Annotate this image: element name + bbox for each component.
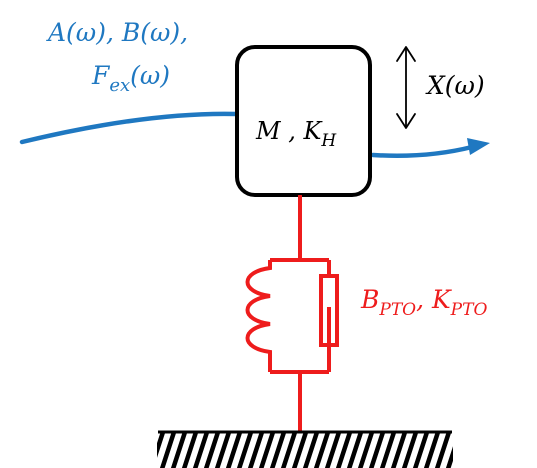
- hatch-line: [247, 432, 265, 468]
- hatch-line: [159, 432, 177, 468]
- hatch-line: [335, 432, 353, 468]
- hydro-coefficients-label: A(ω), B(ω),: [46, 18, 188, 47]
- hatch-line: [412, 432, 430, 468]
- hatch-line: [357, 432, 375, 468]
- hatch-line: [291, 432, 309, 468]
- hatch-line: [170, 432, 188, 468]
- pto-label: BPTO, KPTO: [360, 285, 487, 320]
- mass-label: M , KH: [255, 117, 337, 151]
- hatch-line: [401, 432, 419, 468]
- motion-arrow-icon: [396, 46, 416, 129]
- hatch-line: [302, 432, 320, 468]
- outgoing-wave-line: [370, 144, 475, 158]
- hatch-line: [157, 432, 166, 458]
- hatch-line: [192, 432, 210, 468]
- hatch-line: [313, 432, 331, 468]
- hatch-line: [214, 432, 232, 468]
- hatch-line: [368, 432, 386, 468]
- incident-wave-line: [19, 111, 240, 145]
- hatch-line: [423, 432, 441, 468]
- spring-icon: [245, 260, 272, 372]
- hatch-line: [390, 432, 408, 468]
- hatch-line: [445, 446, 453, 468]
- hatch-line: [181, 432, 199, 468]
- hatch-line: [280, 432, 298, 468]
- hatch-line: [269, 432, 287, 468]
- pto-assembly: [245, 195, 339, 432]
- excitation-force-label: Fex(ω): [91, 61, 170, 96]
- wave-arrow-head-icon: [467, 138, 490, 155]
- motion-label: X(ω): [425, 71, 485, 100]
- hatch-line: [203, 432, 221, 468]
- hatch-line: [469, 432, 482, 468]
- hatch-line: [225, 432, 243, 468]
- hatch-line: [258, 432, 276, 468]
- ground-icon: [157, 430, 482, 468]
- hatch-line: [434, 432, 452, 468]
- hatch-line: [236, 432, 254, 468]
- mass-block: [235, 45, 372, 197]
- hatch-line: [346, 432, 364, 468]
- hatch-line: [379, 432, 397, 468]
- hatch-line: [458, 432, 471, 468]
- hatch-line: [324, 432, 342, 468]
